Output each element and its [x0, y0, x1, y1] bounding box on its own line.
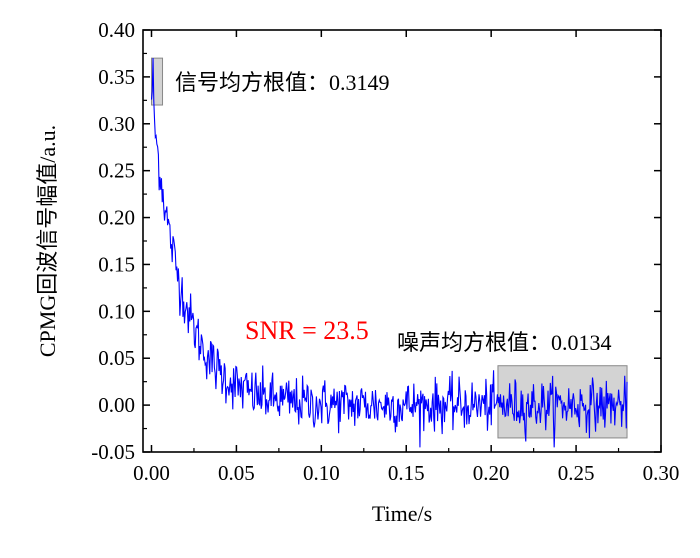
x-tick-label: 0.05: [218, 461, 255, 485]
x-tick-label: 0.10: [303, 461, 340, 485]
y-tick-label: 0.15: [98, 252, 135, 276]
y-tick-label: 0.20: [98, 206, 135, 230]
series-line: [150, 58, 628, 448]
snr-annotation: SNR = 23.5: [245, 316, 369, 345]
x-tick-label: 0.00: [133, 461, 170, 485]
noise-rms-annotation: 噪声均方根值：0.0134: [397, 330, 612, 355]
x-axis: 0.00 0.05 0.10 0.15 0.20 0.25 0.30: [133, 30, 679, 485]
y-tick-label: 0.35: [98, 65, 135, 89]
x-tick-label: 0.30: [643, 461, 680, 485]
x-tick-label: 0.20: [473, 461, 510, 485]
x-axis-title: Time/s: [372, 501, 432, 526]
y-tick-label: 0.40: [98, 18, 135, 42]
y-tick-label: 0.10: [98, 299, 135, 323]
highlight-region-0: [150, 57, 164, 106]
y-axis-title: CPMG回波信号幅值/a.u.: [35, 125, 60, 357]
y-axis: -0.05 0.00 0.05 0.10 0.15 0.20 0.25 0.30 0.35 0.4…: [91, 18, 661, 464]
y-tick-label: 0.05: [98, 346, 135, 370]
x-tick-label: 0.25: [558, 461, 595, 485]
y-tick-label: -0.05: [91, 440, 135, 464]
y-tick-label: 0.00: [98, 393, 135, 417]
x-tick-label: 0.15: [388, 461, 425, 485]
highlight-regions: [150, 57, 628, 439]
y-tick-label: 0.30: [98, 112, 135, 136]
signal-rms-annotation: 信号均方根值：0.3149: [175, 70, 390, 95]
y-tick-label: 0.25: [98, 159, 135, 183]
